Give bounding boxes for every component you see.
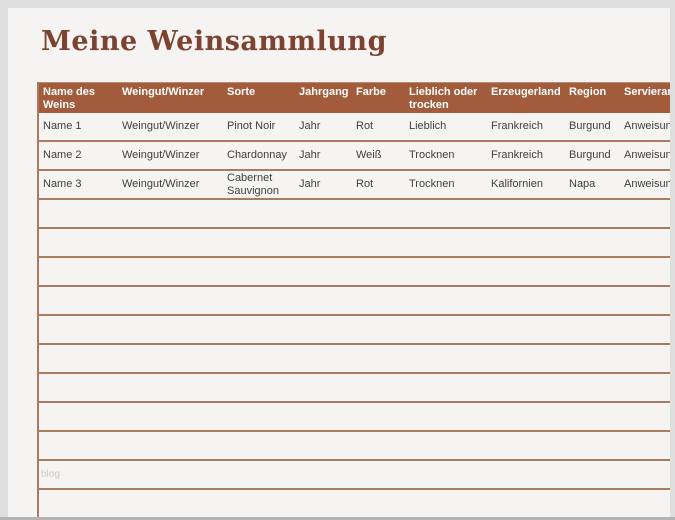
table-row: Name 2 Weingut/Winzer Chardonnay Jahr Weiß Tr…	[39, 142, 670, 171]
table-row: Name 1 Weingut/Winzer Pinot Noir Jahr Rot Lie…	[39, 113, 670, 142]
wine-collection-table: Name des Weins Weingut/Winzer Sorte Jahrgan…	[37, 82, 670, 519]
column-header-8: Region	[569, 86, 607, 98]
column-header-9: Servieranweisungen	[624, 86, 670, 98]
empty-table-row	[39, 229, 670, 258]
table-cell: Jahr	[299, 149, 321, 161]
table-cell: Burgund	[569, 149, 611, 161]
table-cell: Name 3	[43, 178, 82, 190]
table-row: Name 3 Weingut/Winzer Cabernet Sauvignon Ja…	[39, 171, 670, 200]
empty-table-row	[39, 461, 670, 490]
table-cell: Weingut/Winzer	[122, 178, 200, 190]
bottom-edge-bar	[0, 517, 675, 520]
table-cell: Jahr	[299, 178, 321, 190]
page-title: Meine Weinsammlung	[41, 26, 387, 57]
empty-table-row	[39, 258, 670, 287]
table-cell: Trocknen	[409, 178, 455, 190]
column-header-5: Farbe	[356, 86, 386, 98]
empty-table-row	[39, 200, 670, 229]
table-cell: Cabernet Sauvignon	[227, 171, 279, 197]
table-cell: Napa	[569, 178, 596, 190]
table-cell: Weiß	[356, 149, 382, 161]
column-header-3: Sorte	[227, 86, 256, 98]
column-header-1: Name des Weins	[43, 86, 95, 111]
table-cell: Anweisungen	[624, 120, 670, 132]
table-cell: Anweisungen	[624, 178, 670, 190]
table-cell: Jahr	[299, 120, 321, 132]
empty-table-row	[39, 316, 670, 345]
empty-table-row	[39, 374, 670, 403]
table-header-row: Name des Weins Weingut/Winzer Sorte Jahrgan…	[39, 82, 670, 113]
empty-table-row	[39, 490, 670, 519]
table-cell: Frankreich	[491, 149, 543, 161]
document-page: Meine Weinsammlung Name des Weins Weingut…	[8, 8, 670, 520]
watermark-text: blog	[41, 469, 60, 480]
table-cell: Pinot Noir	[227, 120, 276, 132]
empty-table-row	[39, 403, 670, 432]
empty-table-row	[39, 345, 670, 374]
table-cell: Chardonnay	[227, 149, 287, 161]
column-header-2: Weingut/Winzer	[122, 86, 205, 98]
table-cell: Weingut/Winzer	[122, 120, 200, 132]
table-cell: Burgund	[569, 120, 611, 132]
table-cell: Rot	[356, 178, 374, 190]
empty-table-row	[39, 287, 670, 316]
table-cell: Name 2	[43, 149, 82, 161]
table-cell: Lieblich	[409, 120, 447, 132]
table-cell: Kalifornien	[491, 178, 543, 190]
table-cell: Frankreich	[491, 120, 543, 132]
column-header-4: Jahrgang	[299, 86, 349, 98]
column-header-6: Lieblich oder trocken	[409, 86, 478, 111]
table-cell: Trocknen	[409, 149, 455, 161]
table-cell: Rot	[356, 120, 374, 132]
table-cell: Anweisungen	[624, 149, 670, 161]
empty-table-row	[39, 432, 670, 461]
table-cell: Name 1	[43, 120, 82, 132]
column-header-7: Erzeugerland	[491, 86, 561, 98]
table-cell: Weingut/Winzer	[122, 149, 200, 161]
table-body: Name 1 Weingut/Winzer Pinot Noir Jahr Rot Lie…	[39, 113, 670, 519]
